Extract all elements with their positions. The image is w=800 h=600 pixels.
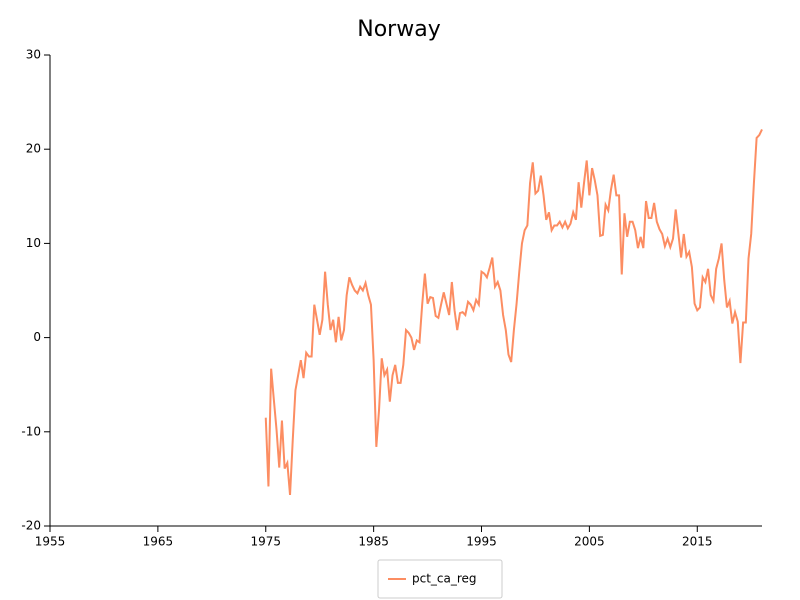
x-tick-label: 1975 bbox=[250, 535, 281, 549]
y-tick-label: 0 bbox=[33, 330, 41, 344]
x-tick-label: 2005 bbox=[574, 535, 605, 549]
y-tick-label: -20 bbox=[21, 519, 41, 533]
x-tick-label: 1965 bbox=[143, 535, 174, 549]
x-tick-label: 2015 bbox=[682, 535, 713, 549]
legend-box bbox=[377, 559, 503, 599]
x-tick-label: 1955 bbox=[35, 535, 66, 549]
chart-title: Norway bbox=[357, 17, 440, 42]
y-tick-label: 20 bbox=[26, 142, 41, 156]
y-tick-label: 10 bbox=[26, 236, 41, 250]
x-tick-label: 1985 bbox=[358, 535, 389, 549]
legend-label: pct_ca_reg bbox=[412, 572, 477, 586]
x-tick-label: 1995 bbox=[466, 535, 497, 549]
line bbox=[264, 128, 763, 495]
y-tick-label: -10 bbox=[21, 424, 41, 438]
y-tick-label: 30 bbox=[26, 48, 41, 62]
